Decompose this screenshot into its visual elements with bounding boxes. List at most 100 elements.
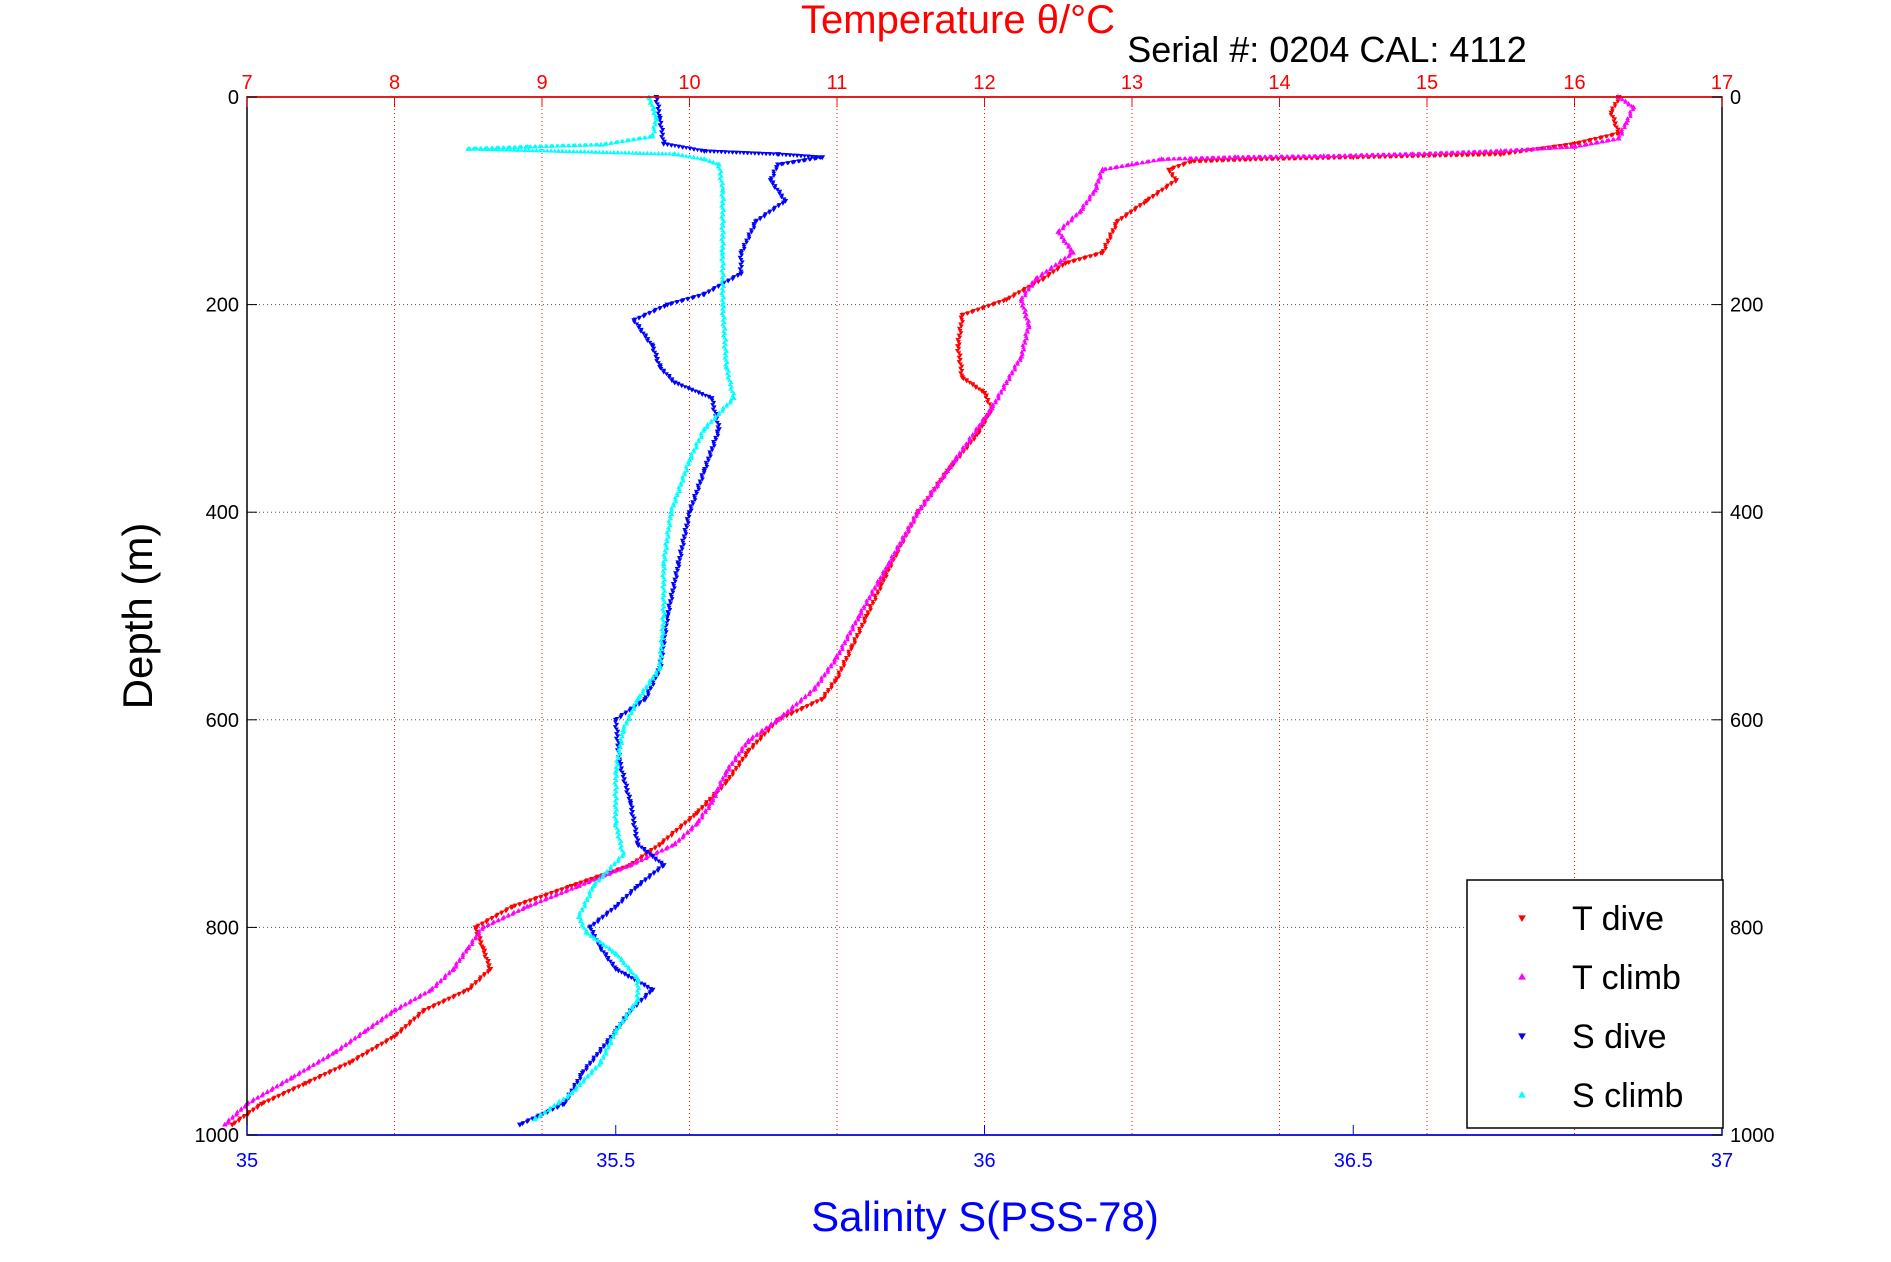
data-point: [875, 591, 881, 596]
data-point: [977, 428, 982, 433]
data-point: [596, 878, 602, 883]
data-point: [671, 841, 678, 847]
data-point: [532, 144, 537, 149]
data-point: [608, 1041, 614, 1046]
data-point: [473, 927, 479, 932]
data-point: [1007, 377, 1012, 382]
data-point: [482, 954, 488, 959]
data-point: [699, 473, 704, 478]
data-point: [1055, 268, 1060, 272]
data-point: [711, 160, 716, 165]
data-point: [603, 952, 609, 957]
data-point: [548, 143, 554, 148]
data-point: [582, 149, 588, 154]
data-point: [632, 887, 638, 892]
data-point: [692, 389, 698, 394]
data-point: [648, 687, 654, 692]
data-point: [713, 794, 719, 799]
data-point: [259, 1093, 264, 1098]
data-point: [451, 995, 456, 1000]
data-point: [708, 454, 713, 459]
data-point: [990, 303, 996, 307]
data-point: [461, 990, 466, 995]
data-point: [719, 183, 724, 188]
data-point: [508, 147, 513, 152]
data-point: [225, 1120, 231, 1125]
data-point: [489, 921, 495, 926]
data-point: [1240, 154, 1245, 159]
data-point: [725, 279, 731, 284]
data-point: [266, 1099, 271, 1104]
data-point: [669, 833, 675, 838]
data-point: [692, 498, 698, 503]
data-point: [1141, 201, 1147, 206]
data-point: [438, 979, 443, 984]
data-point: [711, 440, 716, 445]
data-point: [878, 582, 885, 588]
data-point: [582, 904, 588, 909]
data-point: [388, 1037, 394, 1042]
data-point: [406, 1000, 412, 1005]
data-point: [703, 460, 709, 465]
data-point: [624, 783, 630, 788]
data-point: [481, 950, 487, 955]
data-point: [721, 241, 727, 246]
data-point: [619, 853, 625, 858]
data-point: [621, 729, 627, 734]
data-point: [1168, 182, 1174, 187]
data-point: [822, 693, 828, 698]
data-point: [986, 411, 992, 416]
data-point: [690, 500, 695, 505]
data-point: [721, 308, 727, 313]
temperature-tick-labels: 7 8 9 10 11 12 13 14 15 16 17: [241, 72, 1733, 107]
data-point: [701, 428, 707, 433]
data-point: [1623, 119, 1630, 125]
data-point: [727, 382, 733, 387]
data-point: [667, 607, 673, 612]
data-point: [721, 324, 727, 329]
data-point: [771, 208, 776, 213]
data-point: [831, 660, 837, 665]
data-point: [618, 745, 623, 750]
serial-subtitle: Serial #: 0204 CAL: 4112: [1127, 29, 1527, 70]
data-point: [675, 382, 681, 387]
data-point: [1110, 230, 1116, 235]
data-point: [661, 604, 667, 609]
data-point: [628, 803, 634, 808]
data-point: [563, 148, 569, 153]
data-point: [593, 142, 598, 147]
data-point: [961, 376, 966, 381]
data-point: [649, 344, 656, 350]
data-point: [707, 159, 713, 164]
data-point: [809, 703, 814, 708]
data-point: [666, 605, 672, 610]
data-point: [828, 664, 834, 669]
data-point: [846, 653, 852, 658]
data-point: [618, 768, 623, 773]
data-point: [881, 579, 887, 584]
data-point: [1369, 152, 1374, 157]
data-point: [980, 420, 985, 425]
data-point: [707, 452, 713, 457]
data-point: [886, 563, 892, 568]
data-point: [662, 620, 667, 625]
data-point: [1581, 140, 1587, 145]
data-point: [790, 160, 795, 165]
data-point: [612, 869, 617, 874]
data-point: [634, 997, 641, 1002]
data-point: [738, 258, 744, 263]
data-point: [426, 989, 432, 994]
data-point: [614, 785, 620, 790]
data-point: [619, 900, 625, 905]
data-point: [945, 469, 951, 473]
data-point: [1614, 132, 1620, 137]
data-point: [324, 1055, 330, 1060]
data-point: [671, 151, 678, 157]
data-point: [608, 909, 614, 914]
data-point: [621, 961, 626, 966]
data-point: [1278, 154, 1284, 159]
data-point: [524, 1120, 530, 1125]
data-point: [713, 437, 719, 442]
data-point: [955, 349, 960, 353]
data-point: [617, 1025, 622, 1030]
